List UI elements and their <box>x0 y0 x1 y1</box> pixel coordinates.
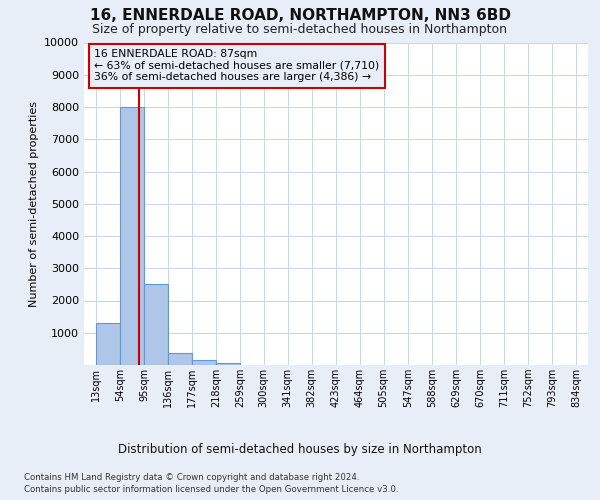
Text: Size of property relative to semi-detached houses in Northampton: Size of property relative to semi-detach… <box>92 22 508 36</box>
Text: 16 ENNERDALE ROAD: 87sqm
← 63% of semi-detached houses are smaller (7,710)
36% o: 16 ENNERDALE ROAD: 87sqm ← 63% of semi-d… <box>94 49 379 82</box>
Text: Distribution of semi-detached houses by size in Northampton: Distribution of semi-detached houses by … <box>118 442 482 456</box>
Text: Contains public sector information licensed under the Open Government Licence v3: Contains public sector information licen… <box>24 485 398 494</box>
Bar <box>168 352 192 365</box>
Bar <box>96 323 120 365</box>
Bar <box>144 284 168 365</box>
Text: 16, ENNERDALE ROAD, NORTHAMPTON, NN3 6BD: 16, ENNERDALE ROAD, NORTHAMPTON, NN3 6BD <box>89 8 511 22</box>
Bar <box>120 107 144 365</box>
Text: Contains HM Land Registry data © Crown copyright and database right 2024.: Contains HM Land Registry data © Crown c… <box>24 472 359 482</box>
Bar <box>216 364 240 365</box>
Y-axis label: Number of semi-detached properties: Number of semi-detached properties <box>29 101 38 306</box>
Bar <box>192 360 216 365</box>
